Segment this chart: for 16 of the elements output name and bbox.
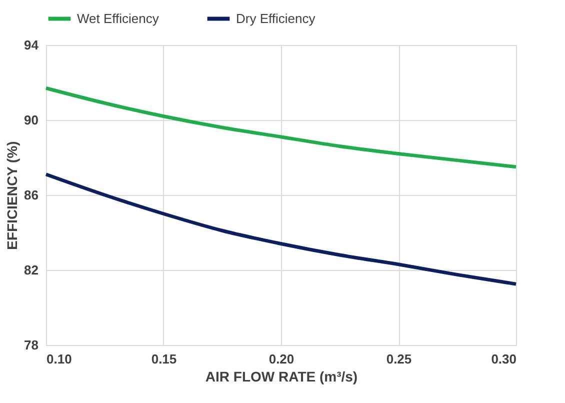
legend-label: Wet Efficiency <box>77 10 160 26</box>
x-tick-label: 0.25 <box>386 352 412 366</box>
line-series <box>44 86 518 169</box>
legend-label: Dry Efficiency <box>236 10 316 26</box>
x-axis-title: AIR FLOW RATE (m³/s) <box>205 368 358 384</box>
line-series <box>44 172 518 286</box>
y-tick-label: 82 <box>24 262 38 278</box>
x-tick-label: 0.20 <box>268 352 294 366</box>
x-tick-label: 0.15 <box>151 352 177 366</box>
x-tick-label: 0.30 <box>491 352 516 366</box>
y-tick-label: 86 <box>24 188 38 202</box>
y-tick-label: 94 <box>24 38 40 52</box>
y-tick-label: 90 <box>24 112 38 128</box>
y-tick-label: 78 <box>24 338 38 352</box>
y-axis-title: EFFICIENCY (%) <box>4 141 20 250</box>
x-tick-label: 0.10 <box>46 352 72 366</box>
